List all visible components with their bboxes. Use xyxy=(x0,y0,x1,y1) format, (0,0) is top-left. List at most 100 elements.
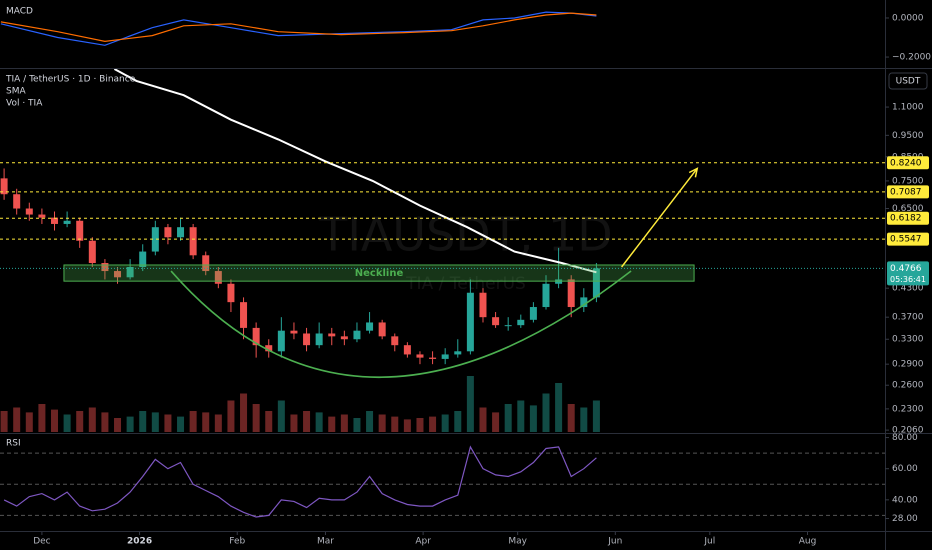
candle-body xyxy=(328,333,336,337)
level-tag xyxy=(887,232,929,246)
candle-body xyxy=(504,325,512,327)
candle-body xyxy=(227,283,235,303)
y-tick-label: 0.2600 xyxy=(892,381,924,391)
volume-bar xyxy=(315,412,323,432)
volume-bar xyxy=(38,404,46,432)
candle-body xyxy=(277,330,285,352)
volume-bar xyxy=(227,400,235,432)
volume-bar xyxy=(290,414,298,432)
currency-box[interactable] xyxy=(888,72,928,90)
y-tick-label: 0.9500 xyxy=(892,131,924,141)
y-tick-label: 1.1000 xyxy=(892,103,924,113)
panel: Neckline xyxy=(0,68,695,432)
symbol-title: TIA / TetherUS · 1D · Binance xyxy=(5,75,136,85)
x-tick-label: Feb xyxy=(229,537,245,547)
candle-body xyxy=(51,217,59,224)
volume-bar xyxy=(139,411,147,432)
volume-bar xyxy=(529,405,537,432)
level-tag xyxy=(887,211,929,225)
volume-bar xyxy=(328,416,336,432)
level-tag xyxy=(887,185,929,199)
candle-body xyxy=(252,327,260,346)
candle-body xyxy=(454,351,462,355)
volume-bar xyxy=(63,414,71,432)
level-tag xyxy=(887,156,929,170)
volume-bar xyxy=(466,376,474,432)
y-tick-label: 0.0000 xyxy=(892,13,924,23)
y-tick-label: 60.00 xyxy=(892,464,918,474)
y-tick-label: 0.6500 xyxy=(892,204,924,214)
volume-bar xyxy=(51,409,59,432)
y-tick-label: 0.3700 xyxy=(892,313,924,323)
candle-body xyxy=(441,354,449,359)
volume-bar xyxy=(403,419,411,432)
target-arrow xyxy=(621,168,698,268)
candle-body xyxy=(189,227,197,256)
candle-body xyxy=(114,271,122,278)
candle-body xyxy=(139,251,147,267)
volume-bar xyxy=(303,411,311,432)
x-tick-label: May xyxy=(508,537,527,547)
volume-bar xyxy=(517,400,525,432)
volume-bar xyxy=(151,412,159,432)
level-tag-label: 0.7087 xyxy=(890,187,922,197)
candle-body xyxy=(101,263,109,272)
volume-bar xyxy=(214,414,222,432)
x-tick-label: Jun xyxy=(607,537,622,547)
candle-body xyxy=(303,333,311,346)
countdown: 05:36:41 xyxy=(890,275,926,284)
y-tick-label: −0.2000 xyxy=(892,53,931,63)
candle-body xyxy=(214,271,222,284)
neckline-label: Neckline xyxy=(355,268,404,279)
x-tick-label: Aug xyxy=(799,537,817,547)
volume-bar xyxy=(177,416,185,432)
x-tick-label: Apr xyxy=(415,537,431,547)
sma-line xyxy=(113,68,597,274)
candle-body xyxy=(126,266,134,278)
y-tick-label: 0.2900 xyxy=(892,360,924,370)
candle-body xyxy=(353,330,361,340)
candle-body xyxy=(76,220,84,241)
volume-bar xyxy=(441,414,449,432)
volume-bar xyxy=(0,411,8,432)
volume-bar xyxy=(126,416,134,432)
level-tag-label: 0.5547 xyxy=(890,235,922,245)
y-tick-label: 80.00 xyxy=(892,433,918,443)
last-price-label: 0.4766 xyxy=(890,264,922,274)
candle-body xyxy=(315,333,323,346)
currency[interactable]: USDT xyxy=(896,77,921,87)
candle-body xyxy=(529,307,537,320)
candle-body xyxy=(88,240,96,264)
candle-body xyxy=(240,302,248,328)
candle-body xyxy=(340,336,348,340)
volume-bar xyxy=(429,416,437,432)
series-line xyxy=(3,445,597,518)
candle-body xyxy=(517,319,525,326)
volume-bar xyxy=(504,404,512,432)
candle-body xyxy=(567,279,575,308)
candle-body xyxy=(38,214,46,218)
series-line xyxy=(0,12,597,43)
macd-title: MACD xyxy=(6,7,33,17)
panel xyxy=(0,445,885,518)
candle-body xyxy=(177,227,185,238)
volume-bar xyxy=(366,411,374,432)
candle-body xyxy=(479,292,487,318)
candle-body xyxy=(416,354,424,358)
last-price-tag xyxy=(887,261,929,286)
volume-bar xyxy=(240,393,248,432)
candle-body xyxy=(0,178,8,195)
x-tick-label: Dec xyxy=(33,537,50,547)
neckline-zone xyxy=(63,264,695,282)
volume-bar xyxy=(378,414,386,432)
volume-bar xyxy=(114,418,122,432)
candle-body xyxy=(492,317,500,326)
volume-bar xyxy=(555,383,563,432)
x-tick-label: 2026 xyxy=(127,537,152,547)
candle-body xyxy=(164,227,172,238)
volume-bar xyxy=(202,412,210,432)
volume-bar xyxy=(492,412,500,432)
volume-bar xyxy=(164,414,172,432)
volume-bar xyxy=(580,407,588,432)
y-tick-label: 0.7500 xyxy=(892,176,924,186)
